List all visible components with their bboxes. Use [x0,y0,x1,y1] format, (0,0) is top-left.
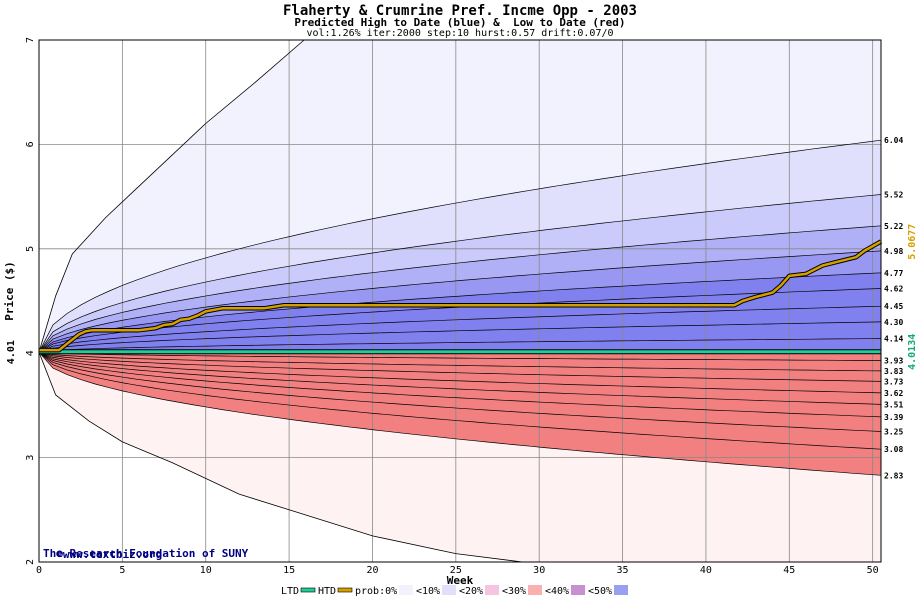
htd-line [39,240,882,352]
start-price-label: 4.01 [6,340,17,364]
watermark-org: The Research Foundation of SUNY [43,547,249,560]
chart-title: Flaherty & Crumrine Pref. Incme Opp - 20… [282,3,637,19]
x-tick-label: 0 [36,565,42,576]
high-quantile-label: 5.22 [884,222,903,231]
low-quantile-label: 3.25 [884,428,903,437]
watermark-site-text: www.textbiz.org [62,548,163,561]
legend-bin-label: <10% [416,586,440,597]
low-quantile-line [38,351,882,418]
y-tick-label: 6 [25,141,36,147]
low-quantile-label: 3.73 [884,377,903,386]
legend-bin-label: <40% [545,586,569,597]
high-quantile-line [38,139,882,353]
low-outer-envelope [38,352,523,563]
legend-bin-swatch [528,585,542,595]
x-tick-label: 35 [617,565,629,576]
low-quantile-line [38,351,882,361]
x-tick-label: 45 [783,565,795,576]
high-quantile-label: 6.04 [884,136,903,145]
x-tick-label: 5 [119,565,125,576]
legend-prob-label: prob:0% [355,586,397,597]
low-quantile-line [38,351,882,372]
low-quantile-line [38,351,882,432]
y-axis-label: Price ($) [3,261,16,321]
high-band-9 [39,338,881,353]
htd-end-label: 5.0677 [907,224,918,260]
watermark-site: ©www.textbiz.org [43,535,162,561]
x-tick-label: 10 [200,565,212,576]
x-tick-label: 25 [450,565,462,576]
high-quantile-line [38,194,882,353]
high-quantile-line [38,321,882,353]
high-quantile-label: 4.45 [884,302,903,311]
low-quantile-line [38,351,882,382]
plot-frame [38,39,882,563]
chart-params: vol:1.26% iter:2000 step:10 hurst:0.57 d… [306,28,614,39]
low-quantile-label: 3.51 [884,400,903,409]
high-quantile-line [38,305,882,353]
low-quantile-label: 2.83 [884,471,903,480]
y-tick-label: 3 [25,455,36,461]
high-quantile-label: 5.52 [884,191,903,200]
legend-bin-label: <30% [502,586,526,597]
low-quantile-label: 3.93 [884,357,903,366]
x-tick-label: 50 [867,565,879,576]
high-quantile-line [38,250,882,353]
high-outer-envelope [38,39,305,353]
y-tick-label: 5 [25,246,36,252]
low-quantile-label: 3.83 [884,367,903,376]
high-quantile-label: 4.30 [884,318,903,327]
ltd-end-label: 4.0134 [907,334,918,370]
legend-ltd-swatch [300,587,316,593]
legend-bin-label: <50% [588,586,612,597]
high-quantile-line [38,225,882,353]
y-tick-label: 2 [25,559,36,565]
legend-ltd-label: LTD [281,586,299,597]
high-quantile-line [38,338,882,353]
legend-htd-swatch [337,587,353,593]
high-quantile-label: 4.62 [884,284,903,293]
y-tick-label: 4 [25,350,36,356]
low-quantile-line [38,351,882,476]
low-quantile-line [38,351,882,394]
legend-bin-swatch [571,585,585,595]
high-quantile-label: 4.77 [884,269,903,278]
low-quantile-label: 3.62 [884,389,903,398]
high-quantile-label: 4.98 [884,247,903,256]
chart-subtitle: Predicted High to Date (blue) & Low to D… [294,16,626,29]
high-band-0 [39,40,881,353]
low-quantile-line [38,351,882,450]
legend-bin-swatch [485,585,499,595]
legend-bin-swatch [614,585,628,595]
low-quantile-label: 3.08 [884,445,903,454]
high-quantile-label: 4.14 [884,335,903,344]
x-tick-label: 15 [283,565,295,576]
legend-bin-label: <20% [459,586,483,597]
legend-htd-label: HTD [318,586,336,597]
low-quantile-label: 3.39 [884,413,903,422]
legend-bin-swatch [442,585,456,595]
legend-bin-swatch [399,585,413,595]
x-tick-label: 30 [533,565,545,576]
copyright-icon: © [56,548,63,561]
x-tick-label: 40 [700,565,712,576]
x-tick-label: 20 [366,565,378,576]
y-tick-label: 7 [25,37,36,43]
low-quantile-line [38,351,882,405]
x-axis-label: Week [447,574,474,587]
low-band-9 [39,352,881,476]
